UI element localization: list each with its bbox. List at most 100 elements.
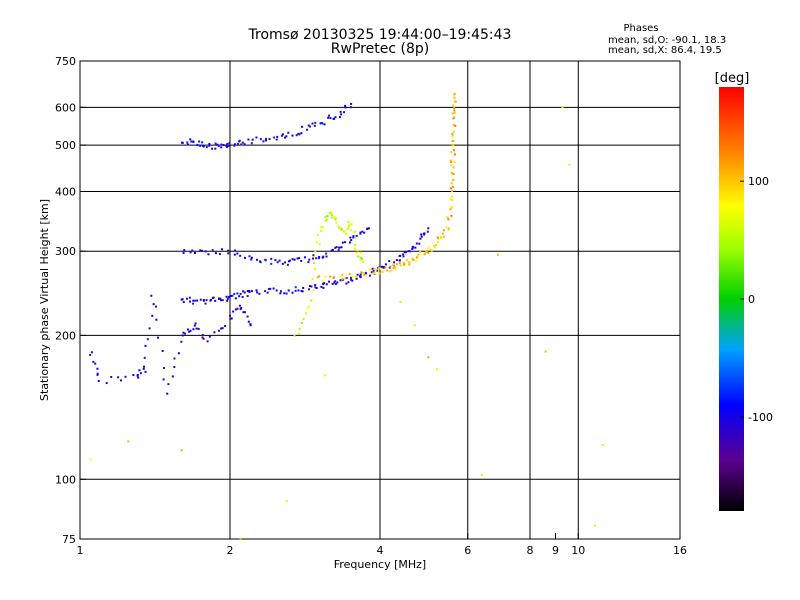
data-point [297, 289, 300, 292]
data-point [384, 263, 387, 266]
data-point [366, 227, 369, 230]
data-point [372, 270, 375, 273]
data-point [452, 139, 455, 142]
data-point [453, 106, 456, 109]
data-point [347, 220, 350, 223]
data-point [359, 256, 362, 259]
data-point [188, 330, 191, 333]
data-point [202, 337, 205, 340]
data-point [355, 234, 358, 237]
data-point [325, 255, 328, 258]
phase-mean-o: mean, sd,O: -90.1, 18.3 [608, 35, 726, 46]
data-point [269, 287, 272, 290]
data-point [268, 138, 271, 141]
data-point [395, 263, 398, 266]
data-point [240, 143, 243, 146]
data-point [349, 236, 352, 239]
data-point [318, 255, 321, 258]
data-point [334, 246, 337, 249]
data-point [201, 336, 204, 339]
data-point [246, 295, 249, 298]
data-point [399, 300, 402, 303]
data-point [182, 252, 185, 255]
colorbar-label: [deg] [715, 71, 750, 86]
data-point [446, 216, 449, 219]
data-point [238, 295, 241, 298]
data-point [182, 301, 185, 304]
data-point [206, 340, 209, 343]
data-point [97, 379, 100, 382]
data-point [196, 299, 199, 302]
data-point [344, 241, 347, 244]
data-point [331, 282, 334, 285]
data-point [353, 230, 356, 233]
data-point [407, 250, 410, 253]
data-point [433, 246, 436, 249]
data-point [402, 255, 405, 258]
data-point [332, 117, 335, 120]
data-point [341, 273, 344, 276]
data-point [451, 104, 454, 107]
data-point [279, 290, 282, 293]
data-point [242, 290, 245, 293]
phase-mean-x: mean, sd,X: 86.4, 19.5 [608, 45, 722, 56]
data-point [361, 230, 364, 233]
data-point [209, 298, 212, 301]
data-point [381, 265, 384, 268]
data-point [236, 142, 239, 145]
data-point [222, 144, 225, 147]
data-point [317, 257, 320, 260]
data-point [279, 292, 282, 295]
data-point [242, 311, 245, 314]
data-point [392, 263, 395, 266]
data-point [291, 258, 294, 261]
colorbar-tick-label: 0 [748, 293, 755, 306]
data-point [287, 289, 290, 292]
data-point [334, 116, 337, 119]
data-point [144, 370, 147, 373]
data-point [110, 376, 113, 379]
data-point [320, 229, 323, 232]
data-point [417, 254, 420, 257]
data-point [496, 253, 499, 256]
data-point [137, 376, 140, 379]
data-point [561, 106, 564, 109]
data-point [449, 197, 452, 200]
data-point [208, 335, 211, 338]
data-point [227, 249, 230, 252]
data-point [355, 277, 358, 280]
data-point [288, 259, 291, 262]
data-point [341, 241, 344, 244]
data-point [90, 351, 93, 354]
data-point [275, 289, 278, 292]
data-point [208, 142, 211, 145]
data-point [354, 243, 357, 246]
data-point [308, 285, 311, 288]
data-point [221, 327, 224, 330]
data-point [442, 235, 445, 238]
data-point [328, 280, 331, 283]
data-point [323, 374, 326, 377]
data-point [354, 275, 357, 278]
data-point [283, 292, 286, 295]
data-point [274, 259, 277, 262]
data-point [404, 251, 407, 254]
data-point [239, 292, 242, 295]
data-point [544, 350, 547, 353]
data-point [449, 161, 452, 164]
data-point [311, 278, 314, 281]
data-point [329, 275, 332, 278]
data-point [307, 124, 310, 127]
data-point [344, 106, 347, 109]
x-tick-labels: 1 2 4 6 8 9 10 16 [77, 544, 688, 557]
data-point [270, 262, 273, 265]
data-point [363, 274, 366, 277]
data-point [267, 288, 270, 291]
data-point [340, 246, 343, 249]
data-point [211, 249, 214, 252]
data-point [345, 282, 348, 285]
data-point [246, 290, 249, 293]
data-point [286, 263, 289, 266]
data-point [233, 292, 236, 295]
data-point [449, 208, 452, 211]
